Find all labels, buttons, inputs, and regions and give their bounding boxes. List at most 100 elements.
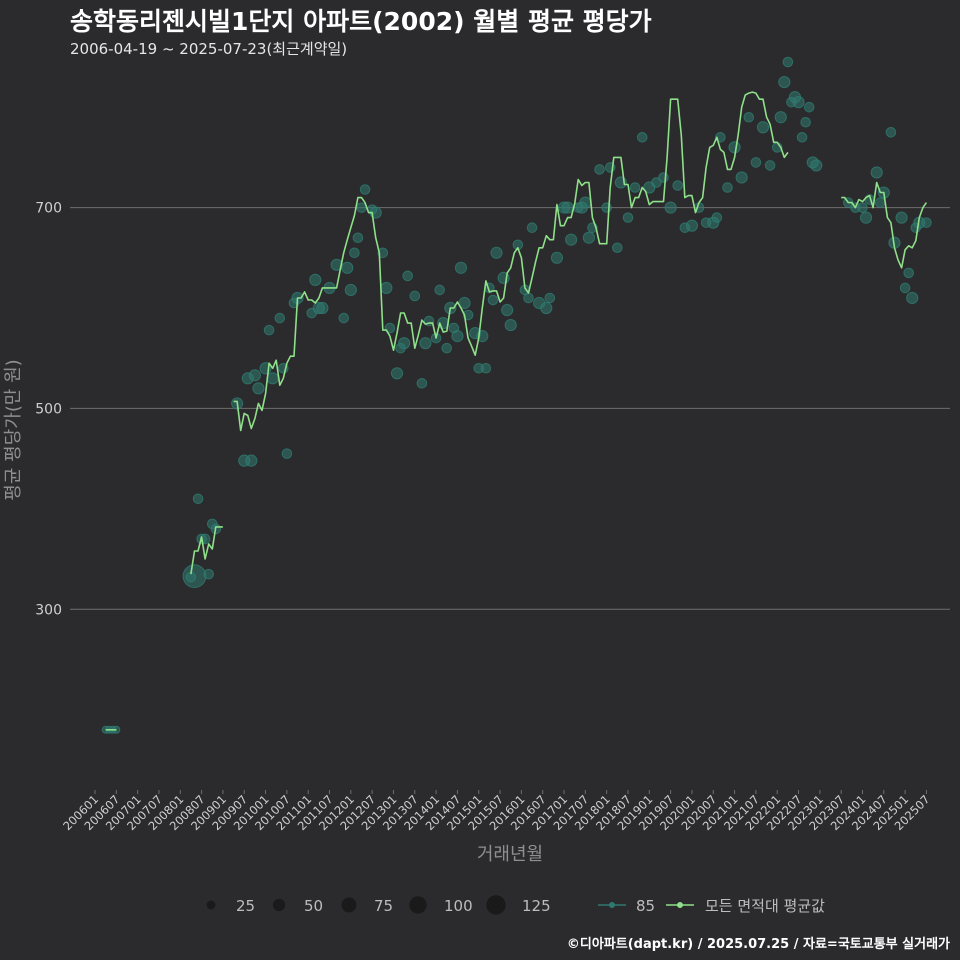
data-point (338, 312, 350, 324)
data-point (451, 330, 464, 343)
legend-85-marker (609, 902, 615, 908)
data-point (800, 116, 811, 128)
data-point (728, 141, 741, 154)
size-legend-label: 100 (444, 897, 473, 915)
data-point (192, 493, 204, 505)
average-line (841, 181, 928, 269)
data-point (398, 337, 411, 350)
data-point (316, 301, 329, 315)
data-point (629, 182, 641, 193)
data-point (906, 291, 919, 305)
data-point (685, 219, 699, 232)
data-point (409, 290, 421, 302)
chart-title: 송학동리젠시빌1단지 아파트(2002) 월별 평균 평당가 (70, 7, 652, 36)
data-point (651, 177, 662, 188)
data-point (349, 247, 360, 259)
data-point (352, 232, 364, 244)
scatter-points (101, 56, 932, 734)
data-point (792, 96, 805, 109)
data-point (416, 378, 428, 389)
data-point (885, 127, 897, 138)
data-point (870, 166, 883, 179)
x-axis-ticks: 2006012006072007012007072008012008072009… (60, 790, 933, 833)
data-point (263, 324, 275, 336)
data-point (810, 159, 823, 172)
data-point (594, 164, 605, 175)
data-point (764, 160, 776, 171)
size-legend-label: 50 (304, 897, 323, 915)
data-point (434, 284, 445, 296)
data-point (774, 111, 787, 124)
data-point (182, 564, 207, 589)
data-point (441, 342, 453, 354)
data-point (359, 184, 371, 195)
data-point (636, 132, 648, 143)
y-tick-label: 700 (35, 201, 62, 217)
data-point (544, 292, 556, 304)
data-point (857, 202, 868, 213)
data-point (252, 382, 265, 395)
y-axis-title: 평균 평당가(만 원) (3, 359, 24, 500)
data-point (664, 201, 677, 214)
data-point (782, 56, 794, 68)
size-legend-swatch (409, 896, 427, 914)
data-point (377, 247, 389, 259)
y-tick-label: 500 (35, 401, 62, 417)
data-point (622, 212, 634, 223)
data-point (462, 309, 474, 321)
data-point (903, 267, 914, 279)
average-line (233, 91, 789, 432)
data-point (454, 261, 468, 274)
data-point (672, 180, 684, 191)
data-point (550, 251, 564, 264)
data-point (266, 372, 279, 385)
data-point (921, 217, 932, 228)
data-point (487, 294, 499, 306)
data-point (899, 282, 911, 294)
chart-subtitle: 2006-04-19 ~ 2025-07-23(최근계약일) (70, 40, 348, 58)
data-point (380, 281, 393, 295)
data-point (658, 172, 669, 183)
data-point (756, 121, 770, 134)
legend-85-label: 85 (636, 897, 655, 915)
data-point (419, 337, 432, 350)
data-point (561, 201, 574, 214)
data-point (245, 454, 258, 467)
data-point (565, 233, 578, 246)
size-legend-swatch (206, 900, 216, 910)
data-point (501, 303, 514, 317)
legend: 25 50 75 100 125 85 모든 면적대 평균값 (206, 895, 825, 915)
data-point (601, 202, 612, 213)
data-point (579, 196, 592, 209)
data-point (803, 101, 815, 113)
data-point (203, 568, 214, 580)
data-point (743, 111, 755, 123)
data-point (390, 367, 404, 380)
data-point (778, 75, 791, 89)
data-point (523, 292, 534, 304)
size-legend-swatch (486, 895, 506, 915)
data-point (274, 312, 286, 324)
data-point (402, 270, 413, 282)
size-legend-label: 75 (374, 897, 393, 915)
data-point (526, 222, 538, 233)
y-tick-label: 300 (35, 602, 62, 618)
data-point (504, 318, 517, 332)
data-point (859, 211, 873, 224)
data-point (895, 211, 908, 224)
data-point (309, 273, 322, 286)
size-legend-swatch (341, 897, 357, 913)
average-line (190, 526, 223, 575)
x-axis-title: 거래년월 (477, 844, 543, 865)
data-point (480, 362, 492, 374)
data-point (458, 296, 471, 310)
data-point (341, 261, 354, 274)
data-point (796, 132, 808, 143)
data-point (722, 182, 733, 193)
data-point (540, 301, 553, 315)
data-point (735, 171, 748, 184)
legend-avg-marker (677, 902, 683, 908)
data-point (344, 283, 357, 297)
data-point (490, 246, 503, 259)
